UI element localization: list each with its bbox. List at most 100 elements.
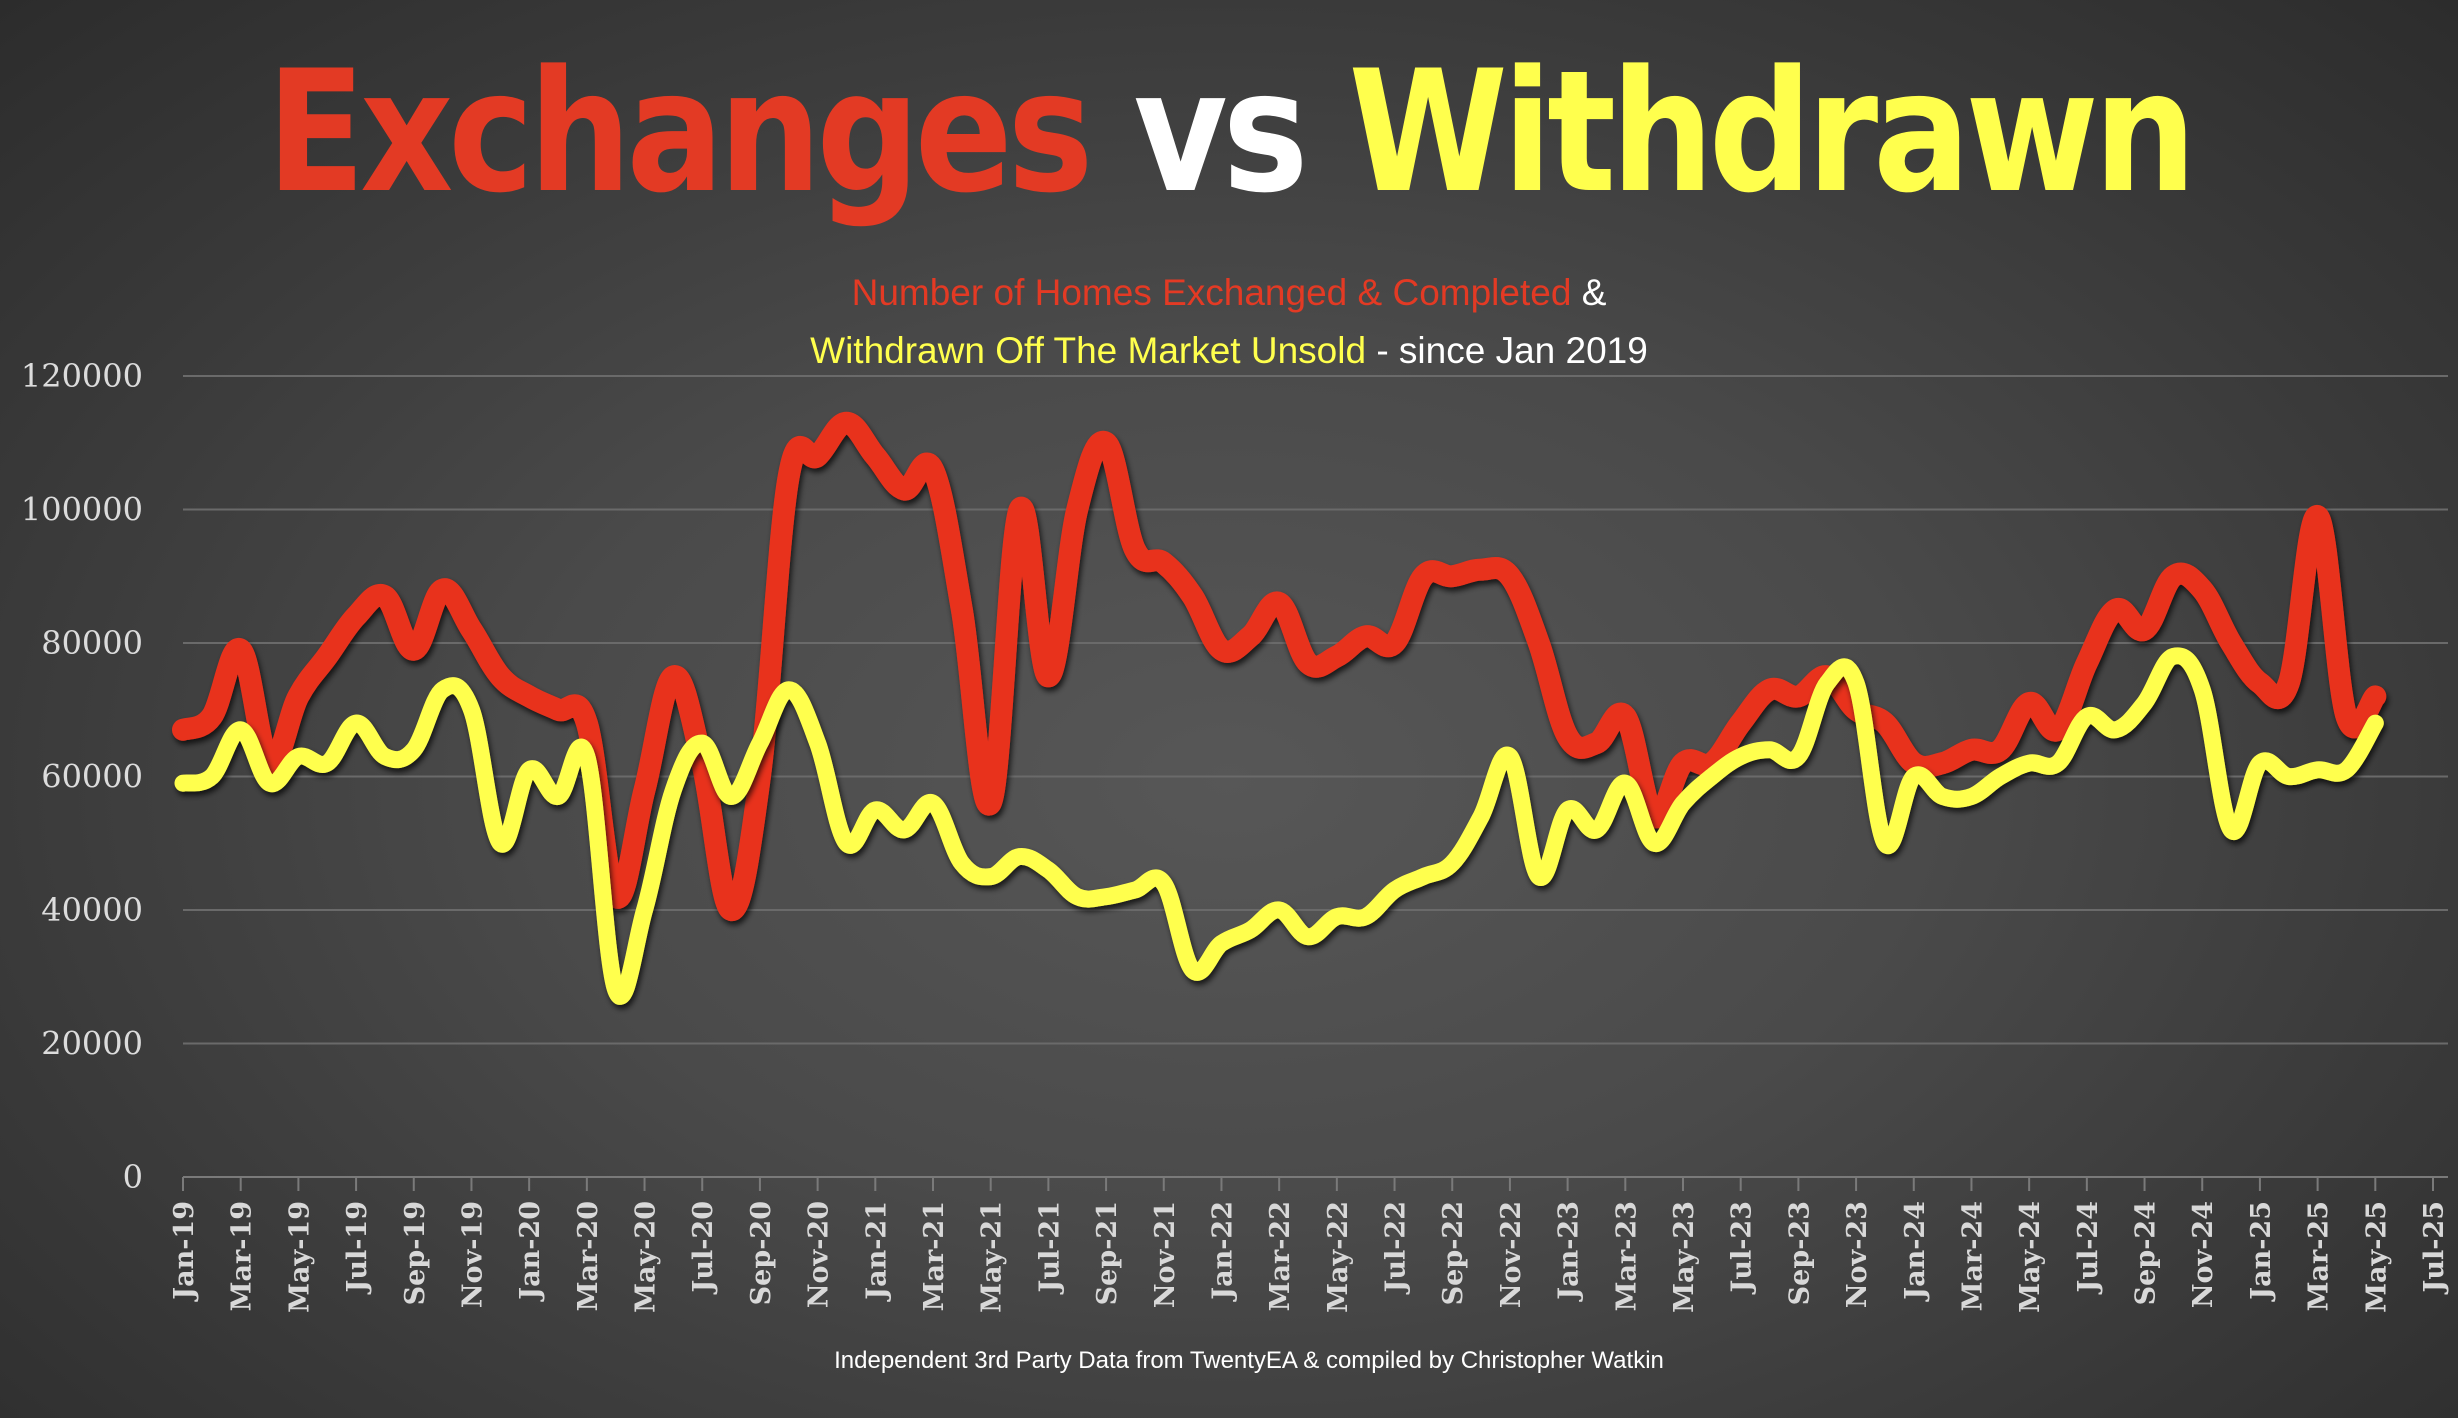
exchanges-point xyxy=(468,627,474,633)
exchanges-point xyxy=(901,486,907,492)
x-tick-label: Nov-20 xyxy=(804,1201,835,1308)
subtitle-ampersand: & xyxy=(1571,272,1607,313)
withdrawn-point xyxy=(1449,860,1455,866)
withdrawn-point xyxy=(1190,967,1196,973)
withdrawn-point xyxy=(1017,854,1023,860)
exchanges-point xyxy=(1968,747,1974,753)
x-tick-label: Jul-24 xyxy=(2073,1201,2104,1294)
exchanges-point xyxy=(1565,733,1571,739)
x-tick-label: Mar-25 xyxy=(2304,1201,2335,1311)
withdrawn-point xyxy=(815,740,821,746)
withdrawn-point xyxy=(988,874,994,880)
withdrawn-point xyxy=(2228,827,2234,833)
exchanges-point xyxy=(2199,587,2205,593)
exchanges-point xyxy=(209,713,215,719)
exchanges-point xyxy=(642,787,648,793)
exchanges-point xyxy=(613,894,619,900)
subtitle-exchanges-label: Number of Homes Exchanged & Completed xyxy=(851,272,1572,313)
withdrawn-point xyxy=(901,827,907,833)
x-tick-label: Jan-24 xyxy=(1900,1201,1931,1302)
exchanges-point xyxy=(2343,713,2349,719)
x-tick-label: Jul-19 xyxy=(342,1201,373,1294)
y-tick-label: 0 xyxy=(123,1158,143,1196)
exchanges-point xyxy=(1940,760,1946,766)
exchanges-point xyxy=(959,607,965,613)
exchanges-point xyxy=(1507,573,1513,579)
withdrawn-point xyxy=(930,800,936,806)
withdrawn-point xyxy=(584,753,590,759)
withdrawn-point xyxy=(1074,894,1080,900)
x-tick-label: Nov-19 xyxy=(457,1201,488,1308)
title-exchanges: Exchanges xyxy=(266,34,1094,230)
withdrawn-point xyxy=(2372,720,2378,726)
x-tick-label: May-21 xyxy=(977,1201,1008,1313)
x-tick-label: May-25 xyxy=(2361,1201,2392,1313)
withdrawn-point xyxy=(1363,914,1369,920)
exchanges-point xyxy=(2142,627,2148,633)
series-group xyxy=(172,411,2387,1005)
exchanges-point xyxy=(1074,507,1080,513)
withdrawn-point xyxy=(324,760,330,766)
withdrawn-point xyxy=(1593,827,1599,833)
exchanges-point xyxy=(1651,814,1657,820)
exchanges-point xyxy=(670,673,676,679)
exchanges-point xyxy=(1392,640,1398,646)
exchanges-point xyxy=(1997,747,2003,753)
subtitle-since: - since Jan 2019 xyxy=(1366,330,1648,371)
x-tick-label: Jan-20 xyxy=(515,1201,546,1302)
withdrawn-point xyxy=(959,860,965,866)
x-tick-label: Jan-19 xyxy=(169,1201,200,1302)
x-tick-label: May-22 xyxy=(1323,1201,1354,1313)
y-tick-label: 20000 xyxy=(41,1025,143,1063)
x-tick-label: Sep-22 xyxy=(1438,1201,1469,1305)
withdrawn-point xyxy=(642,907,648,913)
gridlines xyxy=(183,375,2448,1045)
exchanges-point xyxy=(1161,560,1167,566)
x-tick-label: Mar-23 xyxy=(1611,1201,1642,1311)
exchanges-point xyxy=(930,466,936,472)
exchanges-point xyxy=(988,800,994,806)
withdrawn-point xyxy=(497,840,503,846)
withdrawn-point xyxy=(1565,807,1571,813)
x-tick-label: Jul-22 xyxy=(1381,1201,1412,1294)
withdrawn-point xyxy=(1103,894,1109,900)
withdrawn-point xyxy=(728,794,734,800)
exchanges-point xyxy=(555,707,561,713)
withdrawn-point xyxy=(1132,887,1138,893)
exchanges-point xyxy=(728,907,734,913)
withdrawn-point xyxy=(1795,753,1801,759)
exchanges-point xyxy=(1218,647,1224,653)
withdrawn-point xyxy=(267,780,273,786)
x-tick-label: Jul-23 xyxy=(1727,1201,1758,1294)
x-tick-label: Sep-23 xyxy=(1784,1201,1815,1305)
withdrawn-point xyxy=(1478,814,1484,820)
withdrawn-point xyxy=(2142,700,2148,706)
exchanges-point xyxy=(1593,740,1599,746)
title-withdrawn: Withdrawn xyxy=(1348,34,2196,230)
exchanges-point xyxy=(815,453,821,459)
exchanges-point xyxy=(1767,687,1773,693)
withdrawn-point xyxy=(2170,653,2176,659)
x-tick-label: Jan-21 xyxy=(861,1201,892,1302)
y-axis: 0 20000 40000 60000 80000 100000 120000 xyxy=(21,357,143,1196)
withdrawn-point xyxy=(411,747,417,753)
x-tick-label: Jul-20 xyxy=(688,1201,719,1294)
exchanges-point xyxy=(2084,660,2090,666)
y-tick-label: 100000 xyxy=(21,491,143,529)
exchanges-point xyxy=(1363,633,1369,639)
withdrawn-point xyxy=(1911,774,1917,780)
withdrawn-point xyxy=(1940,794,1946,800)
exchanges-point xyxy=(1103,440,1109,446)
exchanges-point xyxy=(2286,680,2292,686)
exchanges-point xyxy=(2257,680,2263,686)
withdrawn-point xyxy=(613,987,619,993)
withdrawn-point xyxy=(2315,767,2321,773)
x-tick-label: Mar-22 xyxy=(1265,1201,1296,1311)
exchanges-point xyxy=(1680,760,1686,766)
exchanges-point xyxy=(2026,700,2032,706)
withdrawn-point xyxy=(2343,767,2349,773)
exchanges-point xyxy=(411,647,417,653)
series-exchanges-line xyxy=(172,411,2387,921)
withdrawn-point xyxy=(1420,874,1426,880)
x-tick-label: May-23 xyxy=(1669,1201,1700,1313)
